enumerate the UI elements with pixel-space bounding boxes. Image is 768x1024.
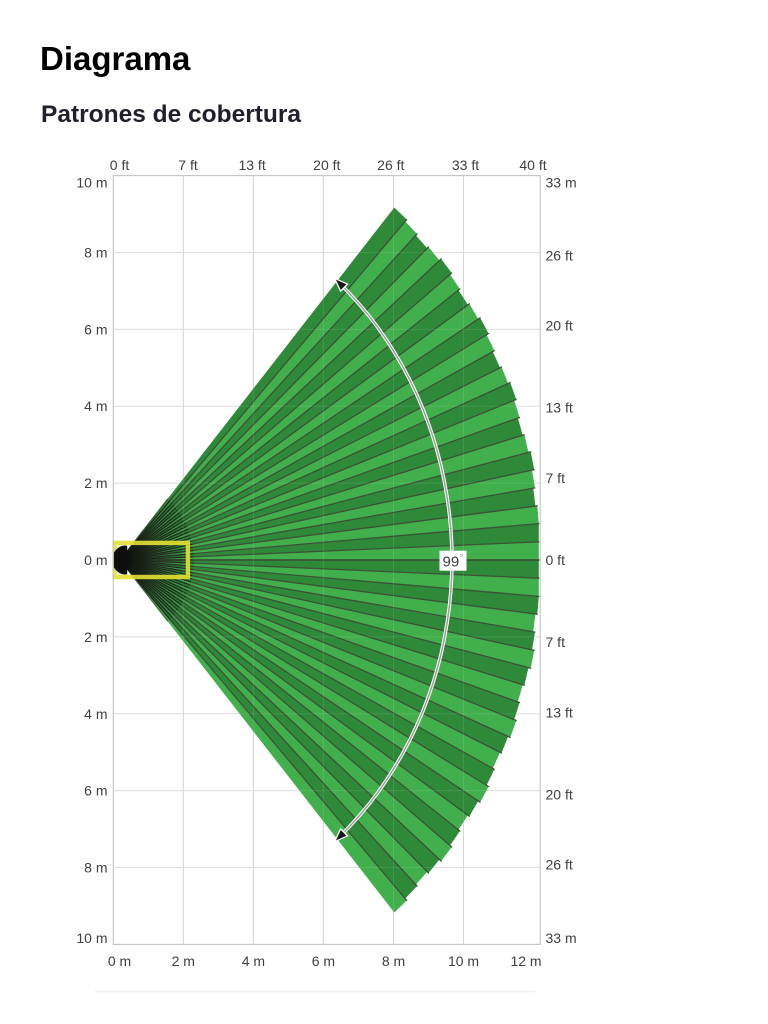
svg-text:8 m: 8 m [382,953,405,969]
svg-text:99°: 99° [443,554,464,571]
svg-text:0 ft: 0 ft [110,157,130,173]
svg-text:33 m: 33 m [546,930,577,946]
svg-text:13 ft: 13 ft [546,704,573,720]
svg-text:20 ft: 20 ft [546,318,573,334]
svg-text:4 m: 4 m [84,398,107,414]
svg-text:33 ft: 33 ft [452,157,479,173]
svg-text:2 m: 2 m [172,953,195,969]
svg-text:6 m: 6 m [312,953,335,969]
svg-text:8 m: 8 m [84,245,107,261]
svg-text:4 m: 4 m [242,953,265,969]
svg-text:10 m: 10 m [76,175,107,191]
svg-text:20 ft: 20 ft [313,157,340,173]
svg-text:6 m: 6 m [84,783,107,799]
svg-text:33 m: 33 m [546,175,577,191]
svg-text:0 m: 0 m [84,552,107,568]
svg-text:7 ft: 7 ft [546,470,566,486]
svg-text:13 ft: 13 ft [546,400,573,416]
svg-text:26 ft: 26 ft [377,157,404,173]
svg-text:4 m: 4 m [84,706,107,722]
svg-text:13 ft: 13 ft [238,157,265,173]
svg-text:7 ft: 7 ft [178,157,198,173]
svg-text:6 m: 6 m [84,321,107,337]
svg-text:10 m: 10 m [76,930,107,946]
svg-text:12 m: 12 m [510,953,541,969]
svg-text:20 ft: 20 ft [546,786,573,802]
svg-text:26 ft: 26 ft [546,857,573,873]
svg-text:7 ft: 7 ft [546,634,566,650]
svg-text:26 ft: 26 ft [546,247,573,263]
svg-text:2 m: 2 m [84,629,107,645]
svg-text:8 m: 8 m [84,860,107,876]
svg-text:0 ft: 0 ft [546,552,566,568]
svg-text:0 m: 0 m [108,953,131,969]
svg-text:40 ft: 40 ft [519,157,546,173]
svg-text:2 m: 2 m [84,475,107,491]
svg-text:10 m: 10 m [448,953,479,969]
